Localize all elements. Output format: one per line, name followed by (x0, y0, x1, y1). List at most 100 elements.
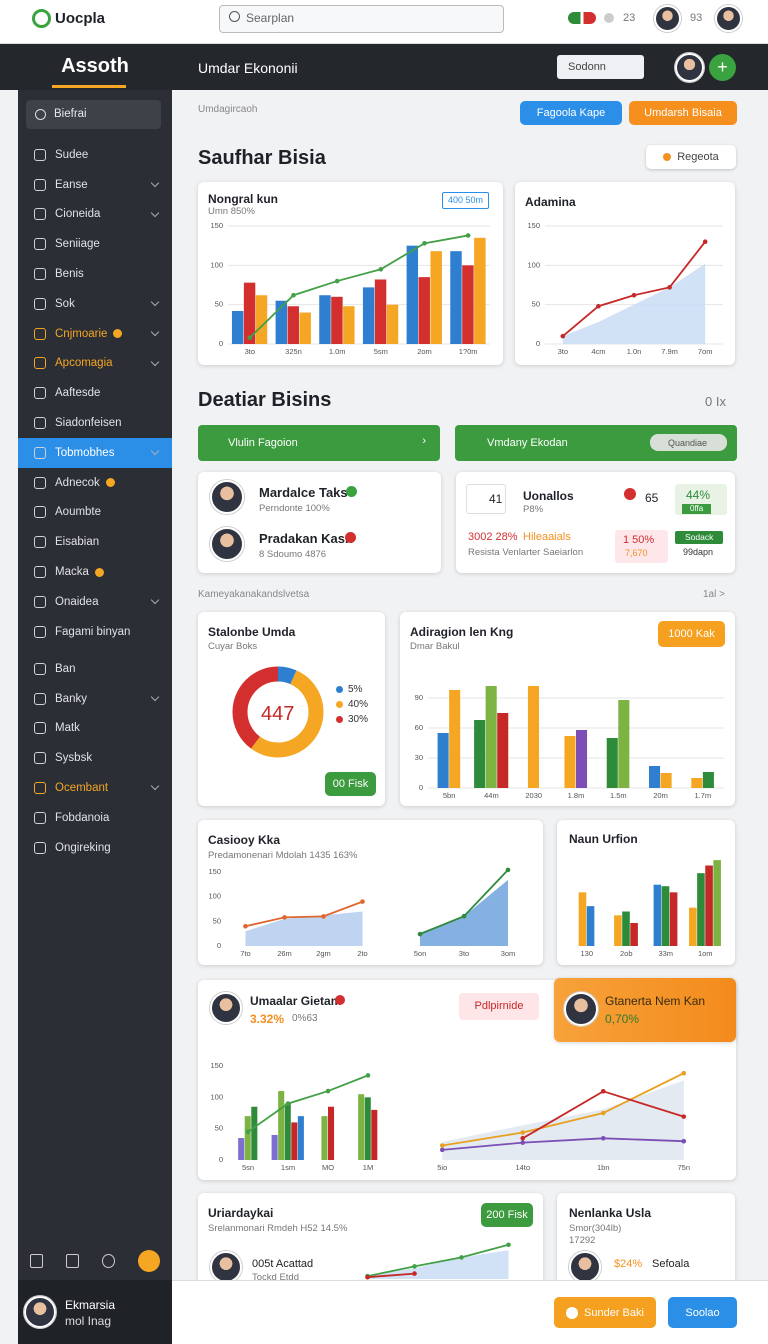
y-tick-label: 0 (536, 339, 540, 348)
nav-item[interactable]: Ocembant (18, 773, 172, 803)
button[interactable]: 1000 Kak (658, 621, 725, 647)
user-avatar[interactable] (24, 1296, 56, 1328)
person-sub: 8 Sdoumo 4876 (259, 549, 327, 560)
button-label: Regeota (677, 151, 719, 163)
chart: 0 50 100 150 3to 325n 1.0m 5sm 2om 1?0m (210, 221, 490, 356)
kpi-tag: 0ffa (682, 504, 712, 514)
nav-label: Matk (55, 722, 80, 735)
nav-item[interactable]: Tobmobhes (18, 437, 172, 468)
point (365, 1274, 370, 1280)
button-label: 200 Fisk (486, 1209, 528, 1221)
nav-item[interactable]: Aaftesde (18, 378, 172, 408)
nav-item[interactable]: Fagami binyan (18, 617, 172, 647)
pill[interactable]: Pdlpirnide (459, 993, 539, 1020)
sidebar-search[interactable] (26, 100, 161, 129)
nav-item[interactable]: Matk (18, 714, 172, 744)
point (506, 1242, 511, 1248)
bar (497, 713, 509, 788)
nav-item[interactable]: Seniiage (18, 229, 172, 259)
search-placeholder: Searplan (246, 11, 295, 25)
bar (576, 730, 588, 788)
nav-item[interactable]: Sysbsk (18, 743, 172, 773)
point (459, 1255, 464, 1260)
nav-item[interactable]: Adnecok (18, 468, 172, 498)
nav-item[interactable]: Aoumbte (18, 498, 172, 528)
avatar[interactable] (654, 5, 681, 32)
bar (614, 915, 622, 946)
status-dot (604, 13, 614, 23)
banner[interactable]: Vlulin Fagoion › (198, 425, 440, 461)
nav-item[interactable]: Cnjmoarie (18, 319, 172, 349)
y-tick-label: 150 (208, 867, 221, 876)
nav-item[interactable]: Benis (18, 259, 172, 289)
button-label: 00 Fisk (332, 778, 369, 790)
bar (691, 778, 703, 788)
avatar[interactable] (715, 5, 742, 32)
search-icon (229, 11, 240, 22)
button[interactable]: Umdarsh Bisaia (629, 101, 737, 125)
button[interactable]: Fagoola Kape (520, 101, 622, 125)
card-subtitle: Umn 850% (208, 206, 255, 217)
nav-label: Eisabian (55, 536, 100, 549)
point (334, 278, 340, 284)
section-link[interactable]: 1al > (703, 589, 725, 600)
avatar[interactable] (675, 53, 704, 82)
add-button[interactable]: + (709, 54, 736, 81)
bar (618, 700, 630, 788)
chart: 0 30 60 90 5bn 44m 2030 1.8m 1.5m 20m 1.7m (415, 686, 724, 800)
nav-item[interactable]: Sok (18, 289, 172, 319)
bar (255, 295, 268, 344)
y-tick-label: 150 (210, 1061, 223, 1070)
nav-label: Sysbsk (55, 752, 93, 765)
nav-item[interactable]: Onaidea (18, 587, 172, 617)
x-tick-label: 3om (501, 949, 516, 958)
nav-item[interactable]: Siadonfeisen (18, 408, 172, 438)
header-search[interactable] (557, 55, 644, 79)
x-tick-label: 75n (677, 1163, 690, 1172)
donut-segment (232, 666, 324, 758)
nav-item[interactable]: Macka (18, 557, 172, 587)
nav-icon (34, 811, 46, 824)
button[interactable]: 200 Fisk (481, 1203, 533, 1227)
banner[interactable]: Vmdany Ekodan Quandiae (455, 425, 737, 461)
nav-item[interactable]: Ongireking (18, 833, 172, 863)
bar (527, 686, 539, 788)
button[interactable]: Regeota (646, 145, 736, 169)
y-tick-label: 90 (415, 693, 423, 702)
nav-item[interactable]: Eisabian (18, 527, 172, 557)
point (520, 1130, 526, 1135)
item-title: Sefoala (652, 1258, 690, 1270)
button[interactable]: 00 Fisk (325, 772, 376, 796)
bar (586, 906, 595, 946)
nav-item[interactable]: Sudee (18, 140, 172, 170)
nav-item[interactable]: Fobdanoia (18, 803, 172, 833)
x-tick-label: 7to (240, 949, 250, 958)
stat-change: 3002 28% (468, 531, 518, 543)
nav-item[interactable]: Banky (18, 684, 172, 714)
tag[interactable]: Sodack (675, 531, 724, 544)
nav-item[interactable]: Apcomagia (18, 349, 172, 379)
button[interactable]: Sunder Baki (554, 1297, 656, 1328)
chevron (150, 781, 160, 791)
bar (291, 1122, 298, 1160)
button[interactable]: Soolao (668, 1297, 737, 1328)
stat-value: 65 (645, 491, 659, 505)
nav-item[interactable]: Eanse (18, 170, 172, 200)
logo-text: Uocpla (55, 10, 106, 27)
card-title: Naun Urfion (569, 832, 638, 846)
kpi-box (615, 530, 668, 563)
kpi-value: 44% (686, 488, 711, 502)
search-box[interactable] (219, 5, 504, 33)
chevron (150, 692, 160, 702)
card: Naun Urfion 130 2ob 33m 1om (557, 820, 735, 965)
card-subtitle: Srelanmonari Rmdeh H52 14.5% (208, 1223, 348, 1234)
nav-item[interactable]: Ban (18, 654, 172, 684)
nav-item[interactable]: Cioneida (18, 200, 172, 230)
bar (284, 1103, 291, 1160)
point (560, 333, 566, 339)
x-tick-label: 1.5m (610, 791, 627, 800)
card-subtitle: Predamonenari Mdolah 1435 163% (208, 850, 358, 861)
highlight-card: Gtanerta Nem Kan 0,70% (554, 978, 736, 1042)
point (520, 1136, 526, 1141)
x-tick-label: 3to (245, 347, 255, 356)
